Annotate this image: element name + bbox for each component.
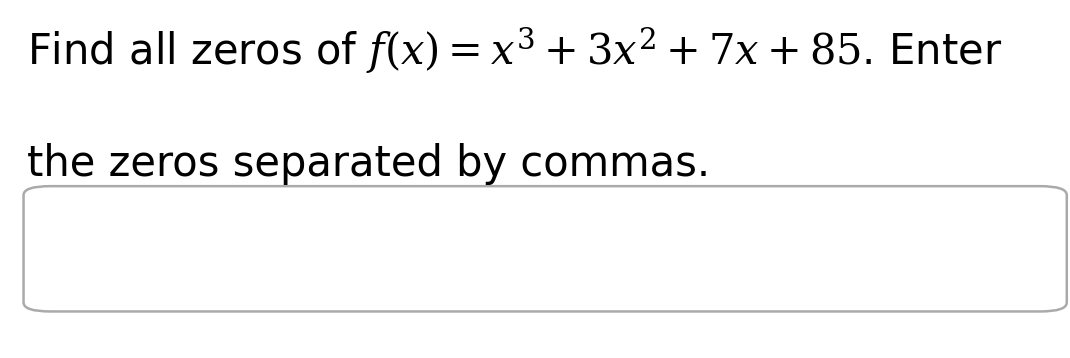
Text: the zeros separated by commas.: the zeros separated by commas. <box>27 143 709 185</box>
Text: Find all zeros of $f(x) = x^3 + 3x^2 + 7x + 85$. Enter: Find all zeros of $f(x) = x^3 + 3x^2 + 7… <box>27 25 1002 76</box>
FancyBboxPatch shape <box>24 186 1067 311</box>
